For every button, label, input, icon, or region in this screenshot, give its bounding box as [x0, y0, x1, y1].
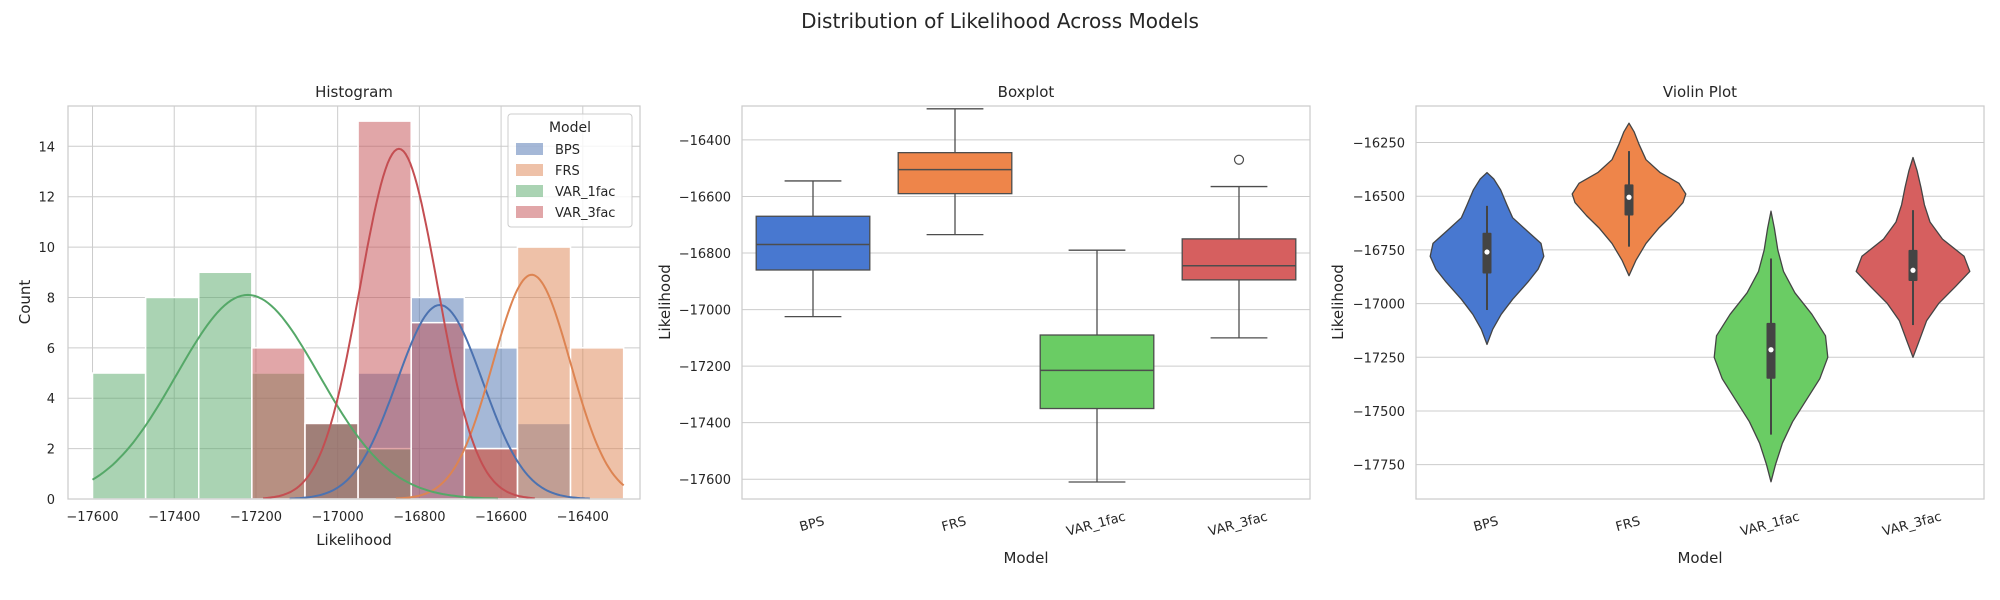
histogram-ticks: −17600 −17400 −17200 −17000 −16800 −16600 −164…: [38, 140, 608, 525]
legend-label-var-1fac: VAR_1fac: [555, 185, 615, 200]
boxplot-xlabel: Model: [1003, 549, 1048, 567]
boxplot-ytick-label: −17400: [679, 417, 731, 432]
violin-xtick-label: VAR_1fac: [1739, 510, 1801, 540]
histogram-bar-var-3fac: [463, 447, 519, 500]
histogram-ytick-label: 6: [47, 342, 55, 357]
violin-xtick-label: FRS: [1614, 514, 1642, 535]
violin-median-marker-var-1fac: [1768, 347, 1774, 353]
legend-label-frs: FRS: [555, 164, 580, 179]
histogram-bar-frs: [569, 347, 625, 500]
boxplot-xtick-label: FRS: [940, 514, 968, 535]
histogram-bar-var-1fac: [144, 296, 200, 500]
boxplot-boxes: [755, 108, 1297, 483]
histogram-xtick-label: −16800: [393, 510, 445, 525]
histogram-ytick-label: 10: [38, 241, 55, 256]
boxplot-xtick-label: VAR_1fac: [1065, 510, 1127, 540]
boxplot-ytick-label: −17200: [679, 360, 731, 375]
histogram-bar-var-3fac: [304, 422, 359, 500]
legend-title: Model: [549, 120, 591, 136]
histogram-ytick-label: 8: [47, 291, 55, 306]
violin-ytick-label: −17500: [1353, 405, 1405, 420]
legend-swatch-frs: [516, 164, 543, 176]
histogram-legend: Model BPS FRS VAR_1fac VAR_3fac: [507, 113, 633, 228]
histogram-bar-var-3fac: [357, 120, 412, 500]
box-var-3fac: [1181, 238, 1297, 281]
box-bps: [755, 215, 871, 271]
histogram-bars: [91, 120, 625, 500]
histogram-bar-var-1fac: [197, 271, 253, 500]
legend-swatch-var-1fac: [516, 185, 543, 197]
figure-title: Distribution of Likelihood Across Models: [801, 9, 1199, 33]
kde-line-var-3fac: [263, 147, 535, 500]
histogram-xtick-label: −17000: [312, 510, 364, 525]
legend-swatch-var-3fac: [516, 206, 543, 218]
histogram-title: Histogram: [315, 83, 393, 101]
violin-panel: −17750 −17500 −17250 −17000 −16750 −16500 −162…: [1329, 83, 1985, 567]
boxplot-title: Boxplot: [998, 83, 1055, 101]
legend-label-var-3fac: VAR_3fac: [555, 206, 615, 221]
histogram-xtick-label: −16600: [475, 510, 527, 525]
histogram-panel: −17600 −17400 −17200 −17000 −16800 −16600 −164…: [16, 83, 641, 549]
violin-shapes: [1429, 122, 1971, 483]
violin-xtick-label: VAR_3fac: [1881, 510, 1943, 540]
legend-swatch-bps: [516, 143, 543, 155]
boxplot-panel: −17600 −17400 −17200 −17000 −16800 −16600 −164…: [656, 83, 1311, 567]
histogram-ytick-label: 14: [38, 140, 55, 155]
box-frs: [897, 152, 1013, 195]
histogram-xlabel: Likelihood: [316, 531, 392, 549]
kde-line-var-1fac: [91, 293, 499, 500]
histogram-kde-curves: [91, 147, 625, 500]
histogram-xtick-label: −17400: [148, 510, 200, 525]
violin-ytick-label: −17000: [1353, 298, 1405, 313]
boxplot-ytick-label: −17600: [679, 473, 731, 488]
violin-xtick-label: BPS: [1472, 514, 1500, 535]
histogram-ytick-label: 2: [47, 443, 55, 458]
violin-ylabel: Likelihood: [1329, 264, 1347, 340]
boxplot-ylabel: Likelihood: [656, 264, 674, 340]
violin-median-marker-var-3fac: [1910, 267, 1916, 273]
violin-median-marker-bps: [1484, 249, 1490, 255]
histogram-frame: [67, 105, 641, 500]
boxplot-frame: [741, 105, 1311, 500]
boxplot-ytick-label: −17000: [679, 304, 731, 319]
legend-label-bps: BPS: [555, 143, 580, 158]
histogram-xtick-label: −17200: [230, 510, 282, 525]
histogram-bar-var-3fac: [410, 321, 466, 500]
histogram-bar-var-3fac: [251, 347, 306, 500]
violin-ytick-label: −17250: [1353, 351, 1405, 366]
histogram-ytick-label: 0: [47, 493, 55, 508]
violin-median-marker-frs: [1626, 194, 1632, 200]
histogram-ylabel: Count: [16, 280, 34, 325]
histogram-xtick-label: −17600: [66, 510, 118, 525]
boxplot-ytick-label: −16600: [679, 190, 731, 205]
histogram-ytick-label: 12: [38, 191, 55, 206]
violin-frame: [1415, 105, 1985, 500]
violin-iqr-box-var-3fac: [1908, 249, 1918, 282]
boxplot-ytick-label: −16800: [679, 247, 731, 262]
violin-ytick-label: −17750: [1353, 459, 1405, 474]
violin-xlabel: Model: [1677, 549, 1722, 567]
boxplot-ytick-label: −16400: [679, 134, 731, 149]
histogram-ytick-label: 4: [47, 392, 55, 407]
outlier-point-var-3fac: [1233, 154, 1245, 165]
kde-line-bps: [289, 303, 590, 500]
violin-ytick-label: −16250: [1353, 137, 1405, 152]
violin-ytick-label: −16500: [1353, 190, 1405, 205]
boxplot-xtick-label: VAR_3fac: [1207, 510, 1269, 540]
violin-title: Violin Plot: [1663, 83, 1737, 101]
violin-iqr-box-frs: [1624, 184, 1634, 216]
kde-line-frs: [395, 273, 625, 500]
box-var-1fac: [1039, 334, 1155, 410]
histogram-xtick-label: −16400: [557, 510, 609, 525]
violin-ytick-label: −16750: [1353, 244, 1405, 259]
boxplot-xtick-label: BPS: [798, 514, 826, 535]
